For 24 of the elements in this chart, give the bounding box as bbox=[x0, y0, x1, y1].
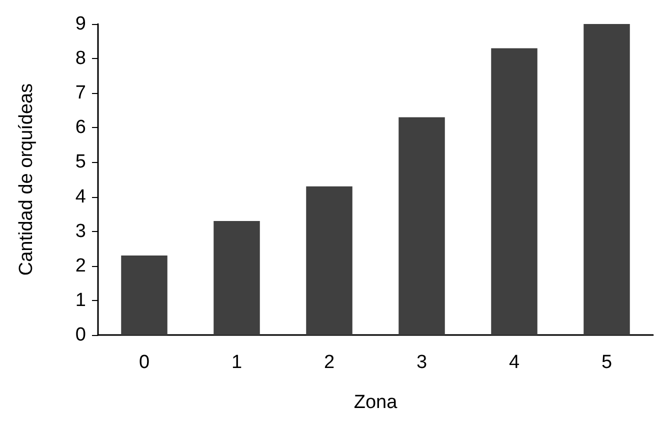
y-tick-label: 5 bbox=[75, 152, 86, 173]
x-tick-label: 0 bbox=[138, 352, 150, 373]
x-tick-label: 3 bbox=[416, 352, 428, 373]
y-axis-title: Cantidad de orquídeas bbox=[16, 83, 37, 276]
y-tick-label: 8 bbox=[75, 48, 86, 70]
x-tick-label: 2 bbox=[324, 352, 335, 373]
bar bbox=[121, 256, 168, 335]
y-tick-label: 0 bbox=[75, 324, 86, 346]
y-tick-label: 4 bbox=[75, 186, 86, 208]
bar bbox=[306, 186, 352, 335]
bar bbox=[584, 24, 630, 335]
bar bbox=[491, 48, 538, 335]
bar bbox=[398, 117, 445, 335]
y-tick-label: 3 bbox=[75, 220, 86, 242]
y-tick-label: 2 bbox=[75, 255, 86, 276]
x-tick-label: 5 bbox=[601, 352, 612, 373]
y-tick-label: 7 bbox=[75, 82, 86, 104]
y-tick-label: 9 bbox=[75, 14, 86, 34]
x-axis-title: Zona bbox=[354, 392, 398, 413]
bar bbox=[214, 220, 260, 335]
y-tick-label: 6 bbox=[75, 117, 86, 138]
y-tick-label: 1 bbox=[75, 290, 86, 311]
x-tick-label: 4 bbox=[508, 352, 520, 373]
x-tick-label: 1 bbox=[231, 352, 242, 373]
